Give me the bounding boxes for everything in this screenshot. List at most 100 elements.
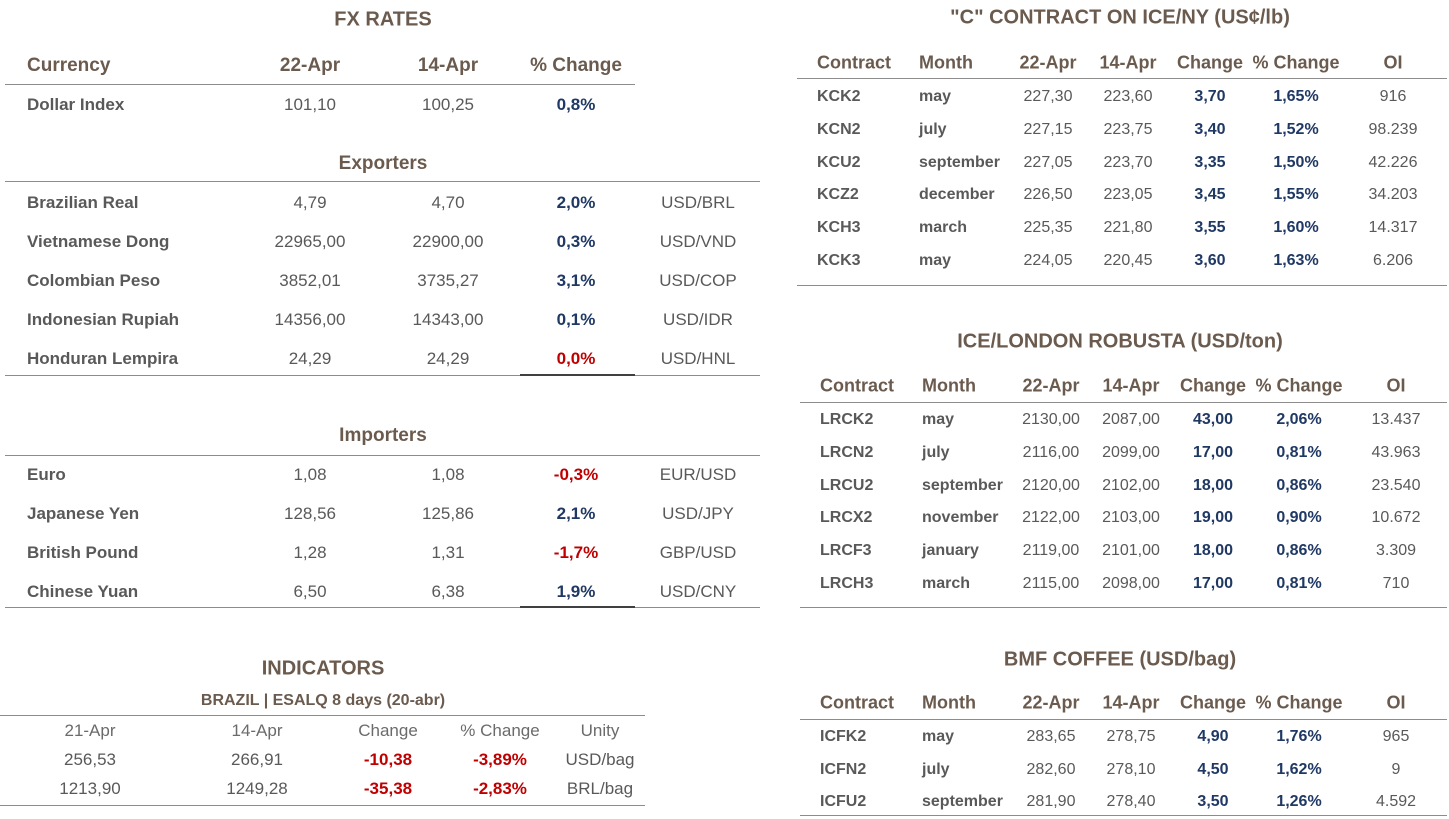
cell: -10,38 (363, 750, 413, 769)
contract-code: KCH3 (817, 219, 861, 237)
cell: 1,52% (1273, 120, 1319, 138)
rule (5, 375, 760, 376)
currency-name: Japanese Yen (27, 504, 140, 523)
rule (5, 84, 635, 85)
cell: USD/IDR (663, 310, 733, 329)
column-header: OI (1383, 52, 1403, 73)
currency-name: British Pound (27, 543, 139, 562)
cell: 2,06% (1276, 411, 1322, 428)
contract-code: KCU2 (817, 153, 861, 171)
cell: 223,75 (1103, 120, 1153, 138)
cell: 227,30 (1023, 88, 1073, 105)
cell: 24,29 (288, 349, 332, 368)
cell: 3,50 (1197, 793, 1229, 810)
cell: 2,0% (556, 193, 596, 212)
cell: -2,83% (473, 779, 527, 798)
cell: 0,86% (1276, 476, 1322, 494)
cell: 6,38 (431, 582, 465, 601)
currency-name: Indonesian Rupiah (27, 310, 180, 329)
contract-code: KCZ2 (817, 186, 859, 204)
cell: 220,45 (1103, 252, 1153, 269)
column-header: Unity (580, 721, 620, 740)
cell: 227,15 (1023, 120, 1073, 138)
rule (520, 606, 635, 608)
cell: 1,08 (431, 465, 465, 484)
cell: -1,7% (553, 543, 599, 562)
currency-name: Brazilian Real (27, 193, 139, 212)
contract-code: LRCF3 (820, 542, 872, 560)
cell: USD/HNL (660, 349, 736, 368)
cell: 2120,00 (1022, 476, 1080, 494)
cell: 282,60 (1026, 760, 1076, 778)
column-header: Month (922, 375, 976, 396)
cell: 0,0% (556, 349, 596, 368)
cell: 22965,00 (274, 232, 346, 251)
section-title: FX RATES (334, 8, 432, 31)
contract-code: LRCN2 (820, 443, 874, 461)
cell: 226,50 (1023, 186, 1073, 204)
group-title: Exporters (338, 153, 428, 174)
cell: july (919, 120, 947, 138)
cell: USD/CNY (659, 582, 737, 601)
cell: 0,90% (1276, 509, 1322, 527)
column-header: % Change (1252, 52, 1340, 73)
cell: 1,62% (1276, 760, 1322, 778)
cell: 2098,00 (1102, 575, 1160, 592)
cell: 2130,00 (1022, 411, 1080, 428)
cell: 965 (1382, 728, 1410, 745)
cell: 2099,00 (1102, 443, 1160, 461)
cell: 256,53 (64, 750, 116, 769)
section-title: INDICATORS (261, 657, 385, 680)
cell: 3735,27 (417, 271, 479, 290)
column-header: Change (1179, 375, 1247, 396)
cell: 2115,00 (1022, 575, 1080, 592)
currency-name: Dollar Index (27, 95, 125, 114)
cell: 2101,00 (1102, 542, 1160, 560)
cell: 0,81% (1276, 443, 1322, 461)
cell: 2102,00 (1102, 476, 1160, 494)
column-header: 22-Apr (279, 55, 341, 76)
cell: 0,86% (1276, 542, 1322, 560)
contract-code: ICFU2 (820, 793, 867, 810)
contract-code: KCK3 (817, 252, 861, 269)
cell: 1,9% (556, 582, 596, 601)
section-title: ICE/LONDON ROBUSTA (USD/ton) (957, 330, 1283, 353)
contract-code: KCN2 (817, 120, 861, 138)
cell: 2,1% (556, 504, 596, 523)
cell: march (919, 219, 968, 237)
cell: 1249,28 (226, 779, 288, 798)
cell: 17,00 (1192, 575, 1234, 592)
cell: 18,00 (1192, 476, 1234, 494)
contract-code: LRCK2 (820, 411, 874, 428)
cell: 1213,90 (59, 779, 121, 798)
rule (0, 715, 645, 716)
cell: 0,1% (556, 310, 596, 329)
column-header: OI (1386, 375, 1406, 396)
column-header: % Change (530, 55, 622, 76)
cell: 0,8% (556, 95, 596, 114)
cell: BRL/bag (566, 779, 634, 798)
column-header: % Change (460, 721, 540, 740)
column-header: 14-Apr (231, 721, 283, 740)
cell: USD/COP (659, 271, 737, 290)
cell: 2116,00 (1022, 443, 1080, 461)
cell: march (922, 575, 971, 592)
cell: 24,29 (426, 349, 470, 368)
cell: 6.206 (1372, 252, 1414, 269)
column-header: Contract (820, 375, 895, 396)
rule (797, 285, 1447, 286)
cell: 23.540 (1371, 476, 1421, 494)
cell: 34.203 (1368, 186, 1418, 204)
cell: USD/JPY (662, 504, 734, 523)
column-header: OI (1386, 692, 1406, 713)
rule (797, 78, 1447, 79)
cell: GBP/USD (659, 543, 737, 562)
contract-code: LRCX2 (820, 509, 873, 527)
currency-name: Colombian Peso (27, 271, 161, 290)
rule (800, 607, 1447, 608)
rule (0, 805, 645, 806)
cell: 1,31 (431, 543, 465, 562)
cell: 14343,00 (412, 310, 484, 329)
cell: 227,05 (1023, 153, 1073, 171)
cell: 101,10 (284, 95, 336, 114)
